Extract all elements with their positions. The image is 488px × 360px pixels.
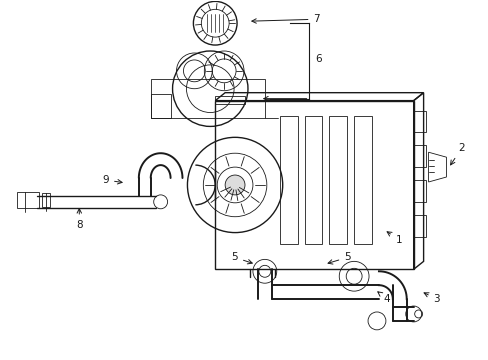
Bar — [413, 180, 425, 202]
Text: 2: 2 — [449, 143, 464, 165]
Bar — [413, 215, 425, 237]
Bar — [328, 116, 346, 244]
Bar — [150, 79, 264, 118]
Text: 8: 8 — [76, 209, 82, 230]
Text: 5: 5 — [231, 252, 252, 264]
Text: 1: 1 — [386, 232, 401, 244]
Bar — [215, 96, 244, 104]
Bar — [279, 116, 297, 244]
Text: 3: 3 — [423, 293, 439, 304]
Bar — [353, 116, 371, 244]
Bar — [17, 192, 39, 208]
Text: 5: 5 — [327, 252, 350, 264]
Bar — [413, 111, 425, 132]
Bar — [150, 94, 170, 118]
Bar — [215, 100, 413, 269]
Bar — [304, 116, 322, 244]
Text: 9: 9 — [102, 175, 122, 185]
Bar — [41, 193, 49, 207]
Bar — [413, 145, 425, 167]
Circle shape — [224, 175, 244, 195]
Text: 6: 6 — [315, 54, 322, 64]
Text: 7: 7 — [251, 14, 320, 24]
Text: 4: 4 — [377, 292, 390, 304]
